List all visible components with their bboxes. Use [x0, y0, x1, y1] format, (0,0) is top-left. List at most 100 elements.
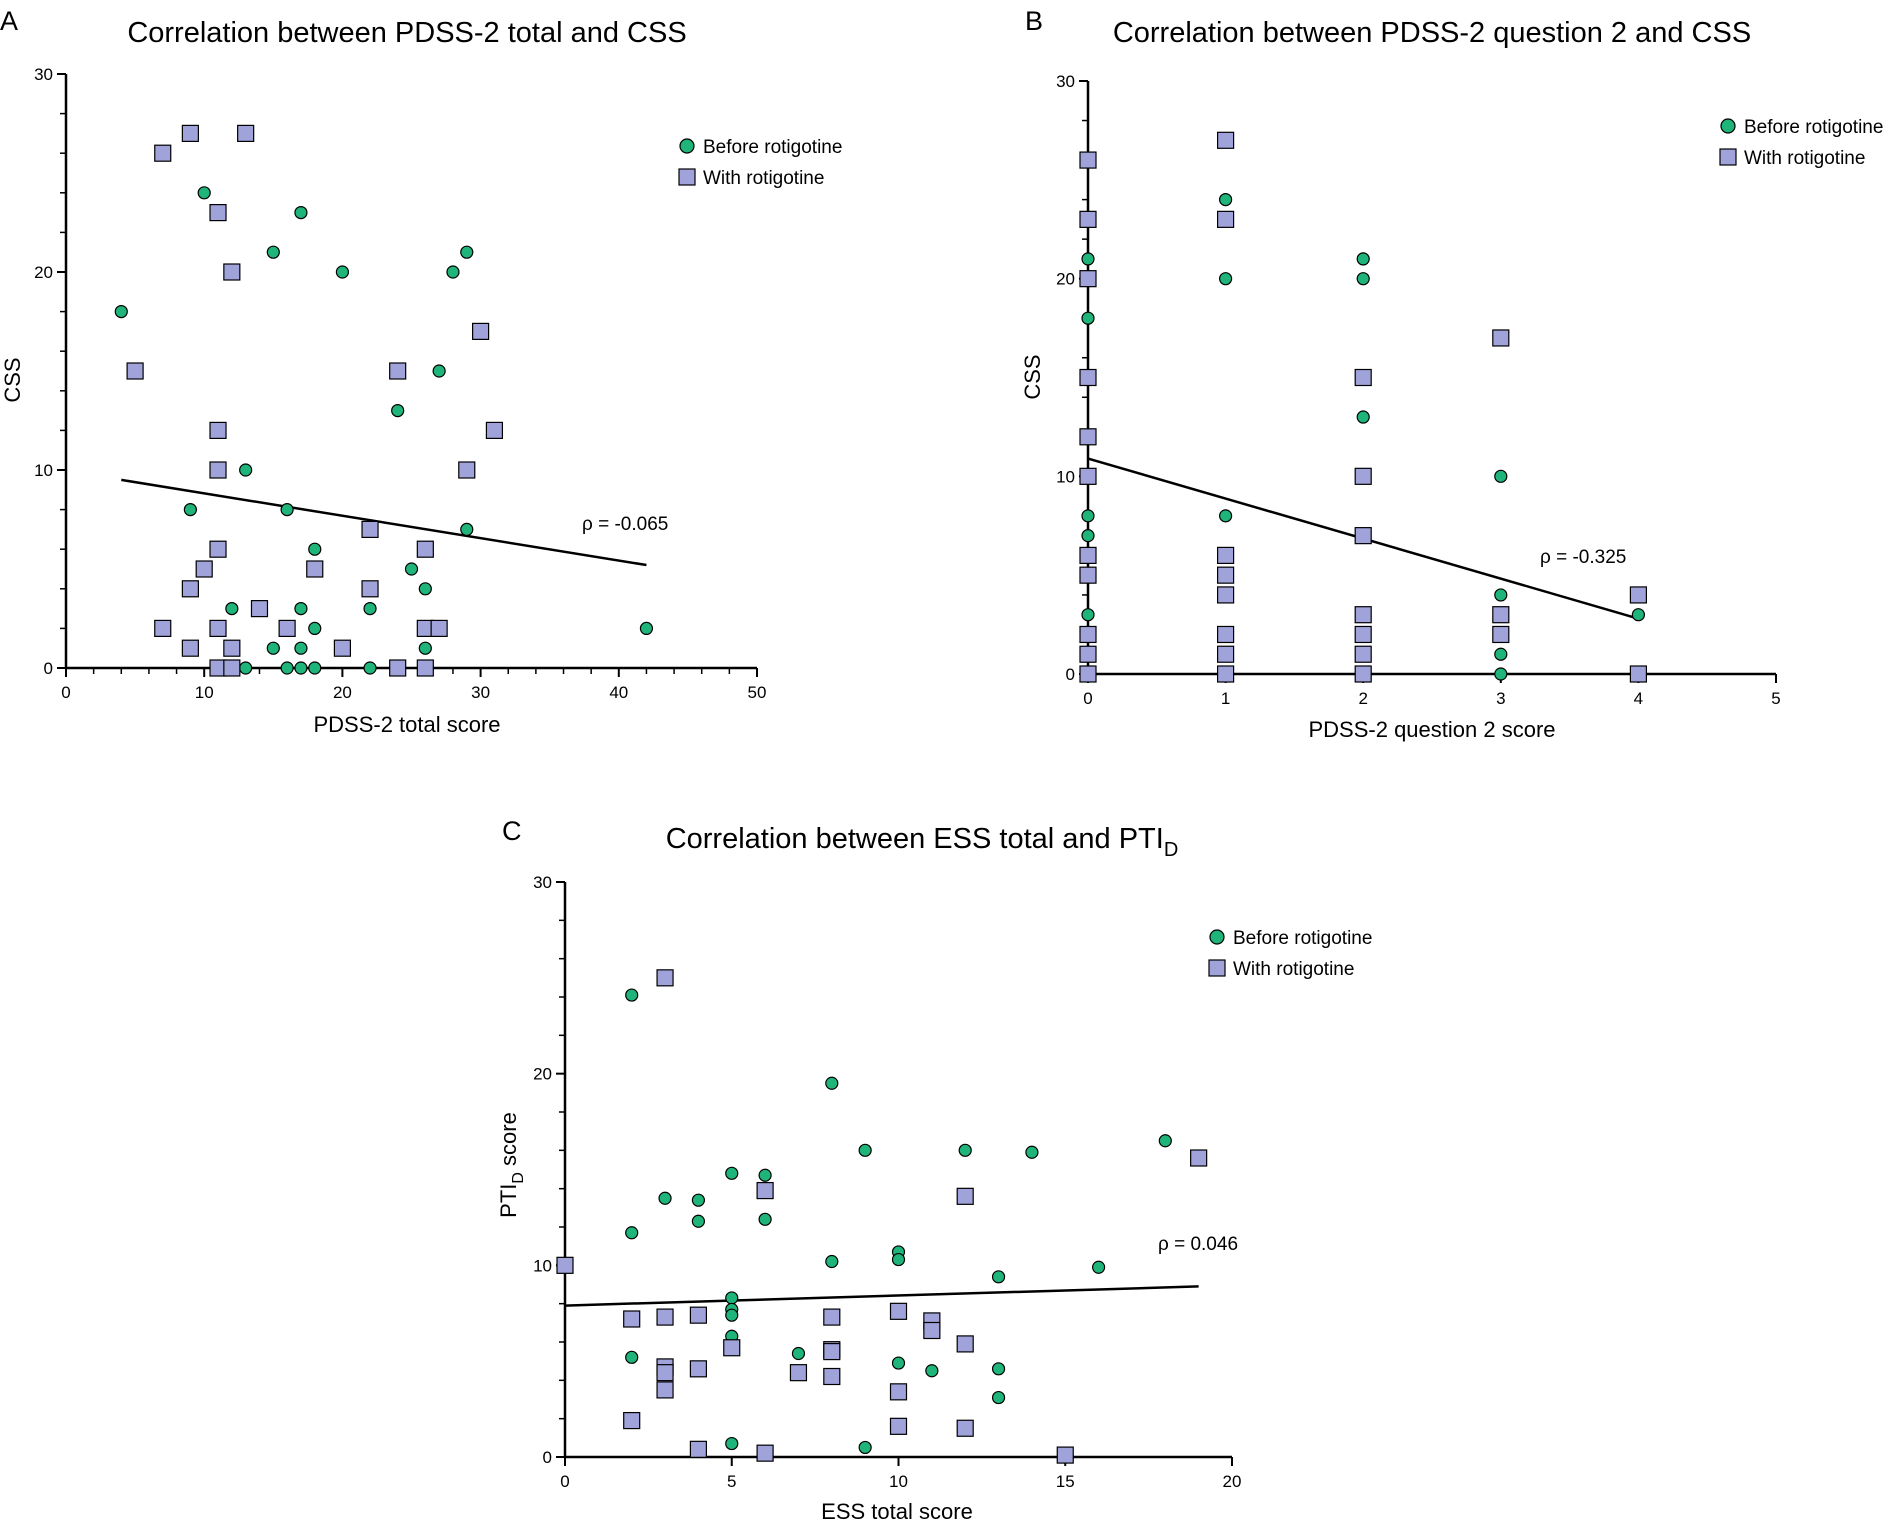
- point-with-rotigotine-c: [656, 1308, 674, 1326]
- legend-marker-with-c: [1208, 959, 1226, 977]
- point-before-rotigotine-b: [1494, 469, 1508, 483]
- legend-marker-with-a: [678, 168, 696, 186]
- point-with-rotigotine-c: [623, 1310, 641, 1328]
- point-with-rotigotine-b: [1216, 546, 1235, 565]
- point-with-rotigotine-a: [209, 619, 227, 638]
- chart-title-c: Correlation between ESS total and PTID: [666, 823, 1179, 861]
- panel-letter-c: C: [502, 816, 522, 846]
- point-with-rotigotine-c: [556, 1256, 574, 1274]
- point-with-rotigotine-b: [1079, 546, 1097, 565]
- point-before-rotigotine-a: [280, 503, 294, 517]
- point-with-rotigotine-b: [1354, 368, 1372, 387]
- point-with-rotigotine-c: [889, 1302, 908, 1320]
- point-with-rotigotine-a: [209, 204, 227, 222]
- point-before-rotigotine-c: [891, 1252, 906, 1267]
- y-tick-label-c: 20: [533, 1065, 552, 1084]
- point-with-rotigotine-c: [823, 1308, 841, 1326]
- point-before-rotigotine-a: [460, 522, 474, 537]
- point-with-rotigotine-b: [1079, 625, 1097, 644]
- y-tick-label-c: 30: [533, 873, 552, 892]
- point-before-rotigotine-c: [1025, 1145, 1039, 1159]
- panel-b: B Correlation between PDSS-2 question 2 …: [1020, 6, 1883, 742]
- y-axis-label-c: PTID score: [496, 1112, 527, 1218]
- legend-label-before-b: Before rotigotine: [1744, 117, 1883, 138]
- point-before-rotigotine-a: [225, 601, 239, 616]
- legend-label-before-c: Before rotigotine: [1233, 928, 1372, 949]
- point-before-rotigotine-c: [758, 1212, 772, 1226]
- point-with-rotigotine-b: [1079, 566, 1097, 584]
- point-before-rotigotine-a: [418, 641, 432, 655]
- y-axis-label-c-main: PTI: [496, 1184, 521, 1218]
- point-before-rotigotine-a: [294, 641, 308, 655]
- point-before-rotigotine-b: [1494, 647, 1508, 661]
- point-with-rotigotine-a: [416, 540, 434, 558]
- legend-marker-with-b: [1719, 148, 1737, 166]
- point-with-rotigotine-b: [1079, 368, 1097, 387]
- point-with-rotigotine-a: [389, 659, 407, 677]
- point-with-rotigotine-c: [956, 1335, 974, 1353]
- panel-a: A Correlation between PDSS-2 total and C…: [0, 6, 842, 737]
- point-with-rotigotine-b: [1492, 625, 1510, 644]
- point-with-rotigotine-c: [689, 1440, 708, 1458]
- point-with-rotigotine-b: [1629, 665, 1648, 683]
- point-with-rotigotine-a: [361, 580, 379, 598]
- point-with-rotigotine-a: [223, 263, 241, 281]
- point-before-rotigotine-c: [891, 1356, 906, 1370]
- point-with-rotigotine-c: [823, 1367, 841, 1386]
- point-before-rotigotine-b: [1494, 667, 1508, 681]
- point-before-rotigotine-c: [625, 1226, 639, 1240]
- point-before-rotigotine-c: [625, 1350, 639, 1364]
- legend-label-with-a: With rotigotine: [703, 168, 824, 189]
- y-tick-label-b: 10: [1056, 467, 1075, 486]
- point-with-rotigotine-b: [1079, 151, 1097, 169]
- point-with-rotigotine-a: [195, 560, 213, 578]
- x-tick-label-a: 30: [471, 683, 490, 702]
- point-before-rotigotine-c: [691, 1214, 706, 1228]
- point-before-rotigotine-c: [825, 1254, 839, 1269]
- correlation-label-c: ρ = 0.046: [1158, 1234, 1238, 1255]
- point-with-rotigotine-c: [756, 1444, 774, 1462]
- y-axis-label-c-suffix: score: [496, 1112, 521, 1172]
- point-before-rotigotine-b: [1081, 529, 1095, 543]
- legend-b: Before rotigotine With rotigotine: [1719, 117, 1883, 169]
- point-before-rotigotine-b: [1218, 193, 1233, 207]
- point-before-rotigotine-a: [363, 661, 377, 675]
- point-with-rotigotine-a: [223, 639, 241, 657]
- point-with-rotigotine-b: [1079, 210, 1097, 228]
- chart-title-a: Correlation between PDSS-2 total and CSS: [127, 17, 686, 49]
- point-with-rotigotine-a: [154, 144, 172, 162]
- point-before-rotigotine-c: [825, 1076, 839, 1090]
- point-before-rotigotine-c: [991, 1390, 1006, 1405]
- point-before-rotigotine-a: [294, 661, 308, 675]
- point-before-rotigotine-a: [308, 621, 322, 636]
- point-with-rotigotine-b: [1216, 645, 1235, 663]
- point-with-rotigotine-b: [1492, 606, 1510, 624]
- y-tick-label-c: 10: [533, 1256, 552, 1275]
- point-before-rotigotine-c: [791, 1346, 806, 1361]
- point-before-rotigotine-c: [758, 1168, 772, 1182]
- point-before-rotigotine-a: [432, 364, 446, 378]
- legend-label-with-c: With rotigotine: [1233, 959, 1354, 980]
- point-with-rotigotine-a: [126, 362, 144, 380]
- point-before-rotigotine-a: [446, 265, 460, 279]
- point-with-rotigotine-a: [250, 599, 269, 618]
- point-before-rotigotine-b: [1218, 509, 1233, 523]
- point-before-rotigotine-c: [858, 1143, 872, 1157]
- point-with-rotigotine-c: [656, 969, 674, 987]
- x-tick-label-a: 40: [609, 683, 628, 702]
- point-before-rotigotine-a: [418, 582, 432, 596]
- x-tick-label-c: 10: [889, 1472, 908, 1491]
- x-tick-label-b: 5: [1771, 689, 1780, 708]
- point-before-rotigotine-a: [294, 601, 308, 616]
- point-before-rotigotine-a: [114, 305, 128, 319]
- point-with-rotigotine-c: [889, 1383, 908, 1401]
- point-with-rotigotine-b: [1354, 645, 1372, 663]
- x-axis-label-a: PDSS-2 total score: [313, 712, 500, 737]
- point-with-rotigotine-b: [1216, 210, 1235, 228]
- legend-label-before-a: Before rotigotine: [703, 137, 842, 158]
- point-with-rotigotine-b: [1354, 467, 1372, 485]
- point-before-rotigotine-b: [1356, 272, 1370, 286]
- y-axis-label-b: CSS: [1020, 354, 1045, 399]
- y-tick-label-b: 0: [1066, 665, 1075, 684]
- x-tick-label-b: 2: [1358, 689, 1367, 708]
